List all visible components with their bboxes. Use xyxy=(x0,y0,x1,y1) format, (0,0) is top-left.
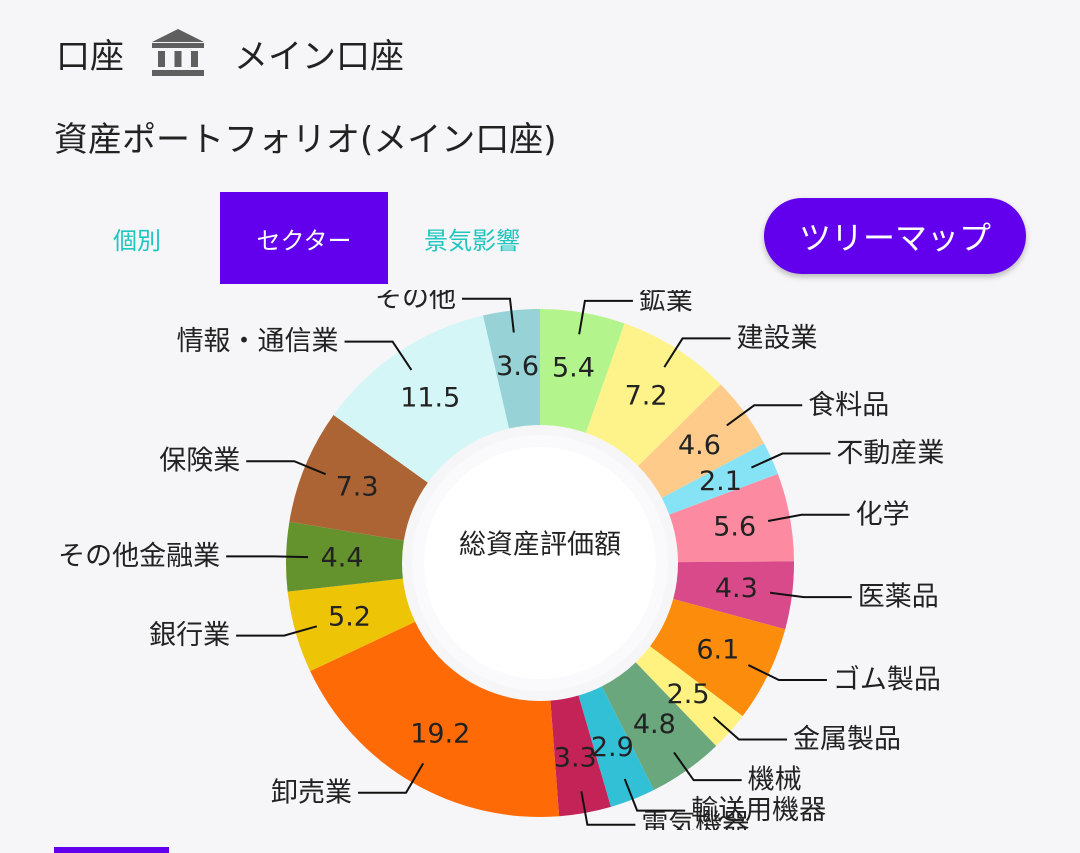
value-label-sector-1: 7.2 xyxy=(625,380,668,411)
slice-sector-14[interactable] xyxy=(289,414,428,541)
category-label-sector-3: 不動産業 xyxy=(836,438,944,469)
slice-sector-9[interactable] xyxy=(578,686,654,807)
header-label: 口座 xyxy=(56,36,124,77)
slice-sector-15[interactable] xyxy=(333,315,510,483)
category-label-sector-0: 鉱業 xyxy=(639,290,693,316)
value-label-sector-16: 3.6 xyxy=(496,351,539,382)
leader-line-sector-11 xyxy=(358,762,425,794)
leader-line-sector-4 xyxy=(767,513,850,522)
value-label-sector-6: 6.1 xyxy=(696,635,739,666)
leader-line-sector-5 xyxy=(769,591,852,599)
leader-line-sector-7 xyxy=(712,716,787,741)
leader-line-sector-0 xyxy=(578,299,633,335)
slice-sector-3[interactable] xyxy=(661,443,778,515)
category-label-sector-2: 食料品 xyxy=(808,390,889,421)
category-label-sector-1: 建設業 xyxy=(737,323,818,354)
leader-line-sector-16 xyxy=(461,297,515,333)
treemap-button[interactable]: ツリーマップ xyxy=(764,198,1026,274)
slice-sector-6[interactable] xyxy=(650,598,786,717)
value-label-sector-15: 11.5 xyxy=(400,383,460,414)
category-label-sector-15: 情報・通信業 xyxy=(177,326,339,357)
value-label-sector-9: 2.9 xyxy=(591,732,634,763)
slice-sector-12[interactable] xyxy=(287,578,416,672)
leader-line-sector-12 xyxy=(236,625,318,637)
slice-sector-0[interactable] xyxy=(540,309,625,433)
value-label-sector-12: 5.2 xyxy=(328,602,371,633)
category-label-sector-12: 銀行業 xyxy=(149,620,230,651)
tab-economic-impact[interactable]: 景気影響 xyxy=(424,226,520,255)
bottom-tab-indicator xyxy=(54,847,169,853)
chart-center-label: 総資産評価額 xyxy=(459,530,621,561)
account-name: メイン口座 xyxy=(234,36,404,77)
value-label-sector-8: 4.8 xyxy=(633,709,676,740)
slice-sector-13[interactable] xyxy=(286,521,404,592)
slice-sector-16[interactable] xyxy=(483,309,540,429)
leader-line-sector-9 xyxy=(623,778,686,812)
leader-line-sector-13 xyxy=(226,555,309,559)
category-label-sector-6: ゴム製品 xyxy=(833,665,941,696)
account-header: 口座 メイン口座 xyxy=(56,28,404,78)
leader-line-sector-10 xyxy=(580,791,636,826)
leader-line-sector-2 xyxy=(726,404,803,427)
category-label-sector-9: 輸送用機器 xyxy=(691,795,826,826)
slice-sector-8[interactable] xyxy=(601,662,717,791)
tab-individual[interactable]: 個別 xyxy=(113,226,161,255)
slice-sector-7[interactable] xyxy=(635,646,743,746)
page-title: 資産ポートフォリオ(メイン口座) xyxy=(54,120,557,160)
value-label-sector-14: 7.3 xyxy=(336,472,379,503)
slice-sector-5[interactable] xyxy=(673,561,794,630)
leader-line-sector-8 xyxy=(673,751,742,782)
value-label-sector-13: 4.4 xyxy=(321,543,364,574)
value-label-sector-11: 19.2 xyxy=(410,719,470,750)
category-label-sector-16: その他 xyxy=(375,290,456,314)
leader-line-sector-3 xyxy=(751,452,831,469)
category-label-sector-8: 機械 xyxy=(748,765,802,796)
value-label-sector-10: 3.3 xyxy=(554,742,597,773)
value-label-sector-3: 2.1 xyxy=(699,466,742,497)
slice-sector-2[interactable] xyxy=(638,384,765,499)
leader-line-sector-15 xyxy=(344,340,413,371)
value-label-sector-4: 5.6 xyxy=(713,512,756,543)
bank-icon xyxy=(152,29,204,76)
donut-hole xyxy=(424,447,656,679)
slice-sector-11[interactable] xyxy=(310,621,560,818)
slice-sector-1[interactable] xyxy=(585,323,721,467)
value-label-sector-5: 4.3 xyxy=(715,573,758,604)
category-label-sector-5: 医薬品 xyxy=(858,582,939,613)
value-label-sector-7: 2.5 xyxy=(667,679,710,710)
sector-donut-chart: 5.4 7.2 4.6 2.1 5.6 4.3 6.1 2.54.82.93.3 19.2 5.2… xyxy=(58,290,944,830)
slice-sector-4[interactable] xyxy=(669,473,794,563)
leader-line-sector-14 xyxy=(246,460,327,476)
category-label-sector-7: 金属製品 xyxy=(793,724,901,755)
value-label-sector-2: 4.6 xyxy=(678,430,721,461)
category-label-sector-11: 卸売業 xyxy=(271,777,352,808)
category-label-sector-13: その他金融業 xyxy=(58,541,220,572)
category-label-sector-10: 電気機器 xyxy=(641,809,749,830)
category-label-sector-4: 化学 xyxy=(856,499,910,530)
category-label-sector-14: 保険業 xyxy=(159,446,240,477)
leader-line-sector-1 xyxy=(663,337,731,368)
tab-sector[interactable]: セクター xyxy=(220,192,388,284)
leader-line-sector-6 xyxy=(747,664,827,682)
slice-sector-10[interactable] xyxy=(550,695,611,817)
value-label-sector-0: 5.4 xyxy=(552,352,595,383)
view-tabs: 個別 セクター 景気影響 xyxy=(54,192,556,284)
